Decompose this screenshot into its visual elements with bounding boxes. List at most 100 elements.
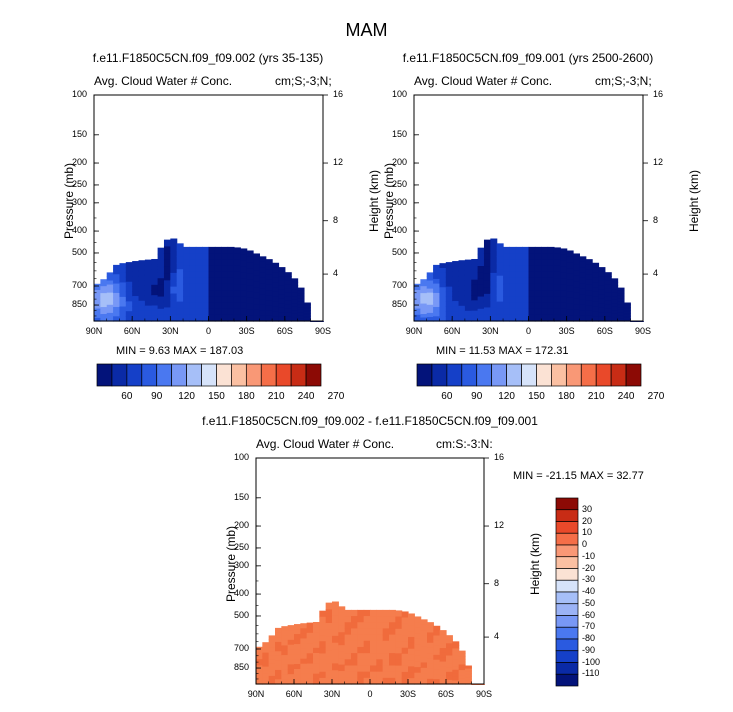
field-cell [306, 648, 314, 654]
field-cell [132, 286, 140, 292]
field-cell [623, 307, 631, 310]
field-cell [534, 308, 542, 316]
field-cell [287, 674, 295, 680]
field-cell [370, 677, 377, 685]
field-cell [297, 304, 305, 308]
field-cell [503, 296, 511, 304]
colorbar-swatch [416, 363, 433, 387]
field-cell [541, 253, 549, 260]
field-cell [465, 665, 472, 668]
field-cell [452, 673, 460, 678]
field-cell [414, 678, 422, 685]
colorbar-3-label-8: -50 [582, 597, 596, 608]
field-cell [515, 246, 523, 254]
field-cell [446, 651, 453, 657]
field-cell [325, 636, 333, 644]
field-cell [291, 278, 299, 283]
field-cell [509, 308, 517, 316]
field-cell [458, 295, 466, 302]
field-cell [113, 269, 121, 275]
field-cell [281, 635, 289, 642]
field-cell [208, 246, 216, 254]
field-cell [100, 282, 108, 287]
field-cell [202, 302, 210, 310]
field-cell [351, 616, 358, 623]
panel-1-plot [93, 94, 328, 322]
field-cell [420, 630, 428, 637]
field-cell [262, 642, 270, 647]
field-cell [522, 265, 530, 273]
field-cell [272, 311, 280, 317]
field-cell [113, 297, 121, 303]
colorbar-swatch [555, 591, 579, 605]
field-cell [452, 276, 460, 282]
field-cell [426, 304, 434, 310]
field-cell [566, 250, 574, 257]
field-cell [458, 658, 466, 663]
field-cell [281, 664, 289, 671]
field-cell [445, 311, 453, 317]
field-cell [496, 243, 504, 251]
field-cell [503, 302, 511, 310]
field-cell [477, 266, 485, 273]
panel-2-y-tick-300: 300 [391, 196, 407, 207]
panel-2-x-tick-3: 0 [525, 326, 532, 336]
field-cell [503, 314, 511, 322]
field-cell [221, 283, 229, 291]
field-cell [284, 316, 292, 322]
colorbar-swatch [610, 363, 627, 387]
field-cell [144, 264, 152, 271]
field-cell [401, 629, 409, 637]
panel-1-y-tick-200: 200 [71, 157, 87, 168]
field-cell [300, 623, 308, 629]
field-cell [458, 672, 466, 677]
field-cell [294, 664, 301, 670]
field-cell [268, 651, 276, 657]
field-cell [268, 679, 276, 685]
field-cell [240, 314, 248, 322]
field-cell [490, 300, 498, 308]
panel-1-x-tick-5: 60S [276, 326, 293, 336]
field-cell [446, 659, 453, 665]
field-cell [344, 634, 352, 642]
field-cell [370, 653, 377, 660]
field-cell [227, 271, 235, 279]
field-cell [284, 296, 292, 302]
field-cell [325, 616, 333, 624]
field-cell [272, 277, 280, 283]
field-cell [138, 265, 146, 271]
field-cell [278, 280, 286, 286]
panel-1-stats: MIN = 9.63 MAX = 187.03 [116, 345, 244, 357]
panel-3-stats: MIN = -21.15 MAX = 32.77 [513, 470, 644, 482]
field-cell [465, 679, 472, 682]
field-cell [579, 272, 587, 279]
field-cell [275, 679, 282, 685]
field-cell [515, 265, 523, 273]
field-cell [306, 653, 314, 660]
field-cell [214, 290, 222, 297]
field-cell [306, 643, 314, 649]
panel-1-y-tick-100: 100 [71, 89, 87, 99]
colorbar-1-label-6: 240 [297, 391, 315, 402]
field-cell [452, 286, 460, 292]
field-cell [332, 615, 339, 623]
field-cell [445, 306, 453, 312]
field-cell [617, 287, 625, 291]
field-cell [351, 609, 358, 617]
field-cell [119, 311, 127, 317]
field-cell [132, 291, 140, 297]
field-cell [401, 641, 409, 649]
field-cell [592, 311, 600, 317]
field-cell [579, 304, 587, 311]
colorbar-3-label-14: -110 [582, 668, 600, 679]
field-cell [272, 296, 280, 303]
field-cell [439, 670, 447, 676]
field-cell [496, 295, 504, 303]
field-cell [189, 253, 197, 260]
field-cell [357, 677, 365, 685]
field-cell [427, 653, 434, 659]
colorbar-3 [555, 497, 579, 687]
field-cell [272, 291, 280, 298]
field-cell [268, 671, 276, 677]
field-cell [611, 310, 619, 315]
